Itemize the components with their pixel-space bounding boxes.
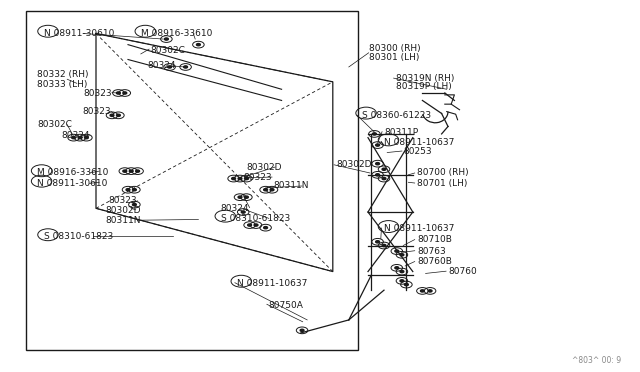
Text: 80302D: 80302D [106,206,141,215]
Circle shape [129,170,133,172]
Circle shape [123,170,127,172]
Circle shape [382,168,386,170]
Circle shape [382,177,386,180]
Text: 80750A: 80750A [269,301,303,310]
Text: M 08916-33610: M 08916-33610 [37,169,109,177]
Circle shape [404,283,408,286]
Circle shape [238,196,242,198]
Text: N 08911-10637: N 08911-10637 [384,138,454,147]
Circle shape [116,92,120,94]
Circle shape [196,44,200,46]
Text: 80311N: 80311N [106,216,141,225]
Text: S 08310-61823: S 08310-61823 [221,214,290,223]
Text: 80323: 80323 [109,196,138,205]
Text: 80302D: 80302D [336,160,371,169]
Circle shape [254,224,258,226]
Text: 80324: 80324 [61,131,90,140]
Circle shape [264,227,268,229]
Text: M 08916-33610: M 08916-33610 [141,29,212,38]
Circle shape [382,244,386,247]
Circle shape [78,137,82,139]
Circle shape [395,250,399,252]
Text: 80302C: 80302C [150,46,185,55]
Circle shape [126,189,130,191]
Text: 80710B: 80710B [417,235,452,244]
Text: N 08911-30610: N 08911-30610 [37,179,108,188]
Text: 80311N: 80311N [273,182,308,190]
Text: 80760B: 80760B [417,257,452,266]
Circle shape [184,66,188,68]
Text: 80323: 80323 [243,173,272,182]
Circle shape [132,203,136,206]
Text: 80319P (LH): 80319P (LH) [396,82,451,91]
Text: 80311P: 80311P [384,128,418,137]
Circle shape [84,137,88,139]
Text: 80302D: 80302D [246,163,282,172]
Circle shape [400,270,404,273]
Text: N 08911-30610: N 08911-30610 [44,29,114,38]
Circle shape [420,290,424,292]
Circle shape [238,177,242,180]
Text: S 08360-61223: S 08360-61223 [362,111,431,120]
Circle shape [264,189,268,191]
Circle shape [428,290,432,292]
Text: 80324: 80324 [221,204,250,213]
Text: ^803^ 00: 9: ^803^ 00: 9 [572,356,621,365]
Text: 80301 (LH): 80301 (LH) [369,53,420,62]
Text: 80332 (RH): 80332 (RH) [37,70,88,79]
Circle shape [132,189,136,191]
Circle shape [72,137,76,139]
Text: 80763: 80763 [417,247,446,256]
Circle shape [376,174,380,176]
Circle shape [376,241,380,243]
Text: 80324: 80324 [147,61,176,70]
Circle shape [123,92,127,94]
Text: 80302C: 80302C [37,120,72,129]
Circle shape [376,144,380,146]
Circle shape [400,280,404,282]
Text: 80760: 80760 [448,267,477,276]
Text: 80323: 80323 [83,89,112,97]
Circle shape [270,189,274,191]
Text: N 08911-10637: N 08911-10637 [237,279,307,288]
Bar [26,11,358,350]
Text: 80333 (LH): 80333 (LH) [37,80,88,89]
Circle shape [376,163,380,165]
Circle shape [395,267,399,269]
Circle shape [110,114,114,116]
Circle shape [241,211,245,213]
Text: 80253: 80253 [403,147,432,156]
Text: S 08310-61823: S 08310-61823 [44,232,113,241]
Circle shape [168,66,172,68]
Text: 80319N (RH): 80319N (RH) [396,74,454,83]
Text: 80300 (RH): 80300 (RH) [369,44,421,53]
Circle shape [300,329,304,331]
Text: 80701 (LH): 80701 (LH) [417,179,468,187]
Circle shape [164,38,168,40]
Circle shape [248,224,252,226]
Circle shape [400,254,404,256]
Circle shape [136,170,140,172]
Text: N 08911-10637: N 08911-10637 [384,224,454,233]
Circle shape [372,133,376,135]
Circle shape [232,177,236,180]
Circle shape [116,114,120,116]
Circle shape [244,196,248,198]
Text: 80323: 80323 [82,107,111,116]
Circle shape [244,177,248,180]
Text: 80700 (RH): 80700 (RH) [417,169,469,177]
